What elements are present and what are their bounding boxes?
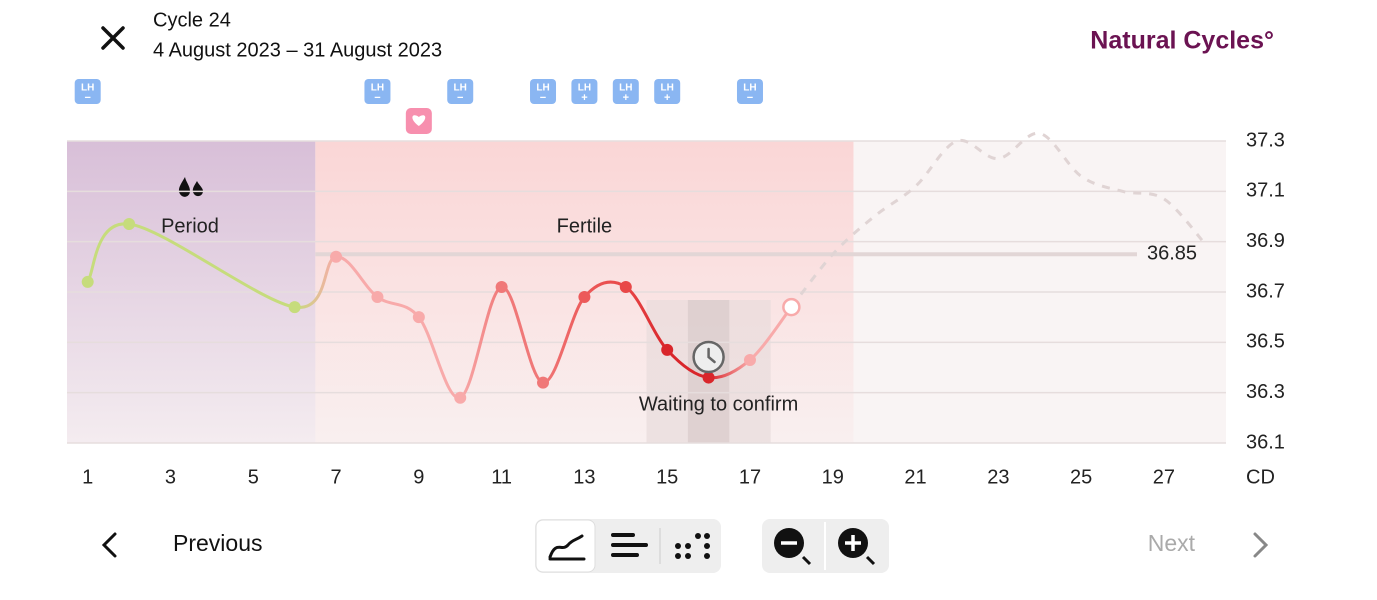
y-tick-label: 36.1 [1246, 431, 1285, 453]
temperature-point [288, 301, 301, 314]
next-button[interactable]: Next [1148, 530, 1269, 558]
temperature-point [412, 311, 425, 324]
cycle-dates: 4 August 2023 – 31 August 2023 [153, 39, 442, 61]
lh-label: LH [371, 83, 384, 94]
lh-badge [74, 79, 101, 104]
temperature-point [495, 280, 508, 293]
lh-result: + [664, 92, 670, 104]
lh-label: LH [454, 83, 467, 94]
x-tick-label: 9 [413, 466, 424, 488]
lh-label: LH [536, 83, 549, 94]
x-tick-label: 17 [739, 466, 761, 488]
phase-label: Fertile [557, 215, 613, 237]
temperature-point [454, 391, 467, 404]
x-tick-label: 11 [491, 466, 512, 488]
y-tick-label: 36.3 [1246, 381, 1285, 403]
temperature-point [661, 343, 674, 356]
lh-label: LH [578, 83, 591, 94]
y-tick-label: 37.1 [1246, 180, 1285, 202]
lh-badge [612, 79, 639, 104]
lh-result: − [84, 92, 90, 104]
heart-icon [412, 115, 426, 126]
curve-icon [548, 534, 586, 561]
lh-badge [447, 79, 474, 104]
temperature-point [702, 371, 715, 384]
lh-badge [571, 79, 598, 104]
temperature-point [782, 297, 801, 317]
lh-label: LH [743, 83, 756, 94]
zoom-in[interactable] [838, 528, 876, 566]
x-tick-label: 7 [330, 466, 341, 488]
x-tick-label: 15 [656, 466, 678, 488]
next-label: Next [1148, 530, 1196, 556]
temperature-point [537, 376, 550, 389]
temperature-point [578, 291, 591, 304]
phase-label: Period [161, 215, 219, 237]
temperature-point [81, 275, 94, 288]
previous-button[interactable]: Previous [101, 530, 262, 558]
lh-badge [736, 79, 763, 104]
lh-badge [654, 79, 681, 104]
threshold-label: 36.85 [1147, 243, 1197, 265]
bar-view[interactable] [611, 533, 648, 557]
lh-badge [364, 79, 391, 104]
y-tick-label: 36.7 [1246, 280, 1285, 302]
x-tick-label: 5 [248, 466, 259, 488]
y-tick-label: 36.9 [1246, 230, 1285, 252]
clock-hands [707, 347, 716, 364]
x-tick-label: 25 [1070, 466, 1092, 488]
lh-label: LH [81, 83, 94, 94]
x-tick-label: 1 [82, 466, 93, 488]
temperature-point [330, 250, 343, 263]
chart: Period Fertile Waiting to confirm 36.1 36.3 3… [67, 79, 1285, 488]
lh-label: LH [619, 83, 632, 94]
temperature-point [371, 291, 384, 304]
lh-result: + [581, 92, 587, 104]
x-tick-label: 19 [822, 466, 844, 488]
cycle-title: Cycle 24 [153, 9, 231, 31]
lh-label: LH [661, 83, 674, 94]
temperature-point [123, 218, 136, 231]
zoom-out[interactable] [774, 528, 812, 566]
y-tick-label: 36.5 [1246, 331, 1285, 353]
y-tick-label: 37.3 [1246, 129, 1285, 151]
x-tick-label: 23 [987, 466, 1009, 488]
lh-result: + [623, 92, 629, 104]
close-button[interactable] [101, 26, 125, 50]
lh-result: − [374, 92, 380, 104]
lh-result: − [457, 92, 463, 104]
logo: Natural Cycles° [1090, 27, 1274, 55]
previous-label: Previous [173, 530, 262, 556]
x-tick-label: 27 [1153, 466, 1175, 488]
temperature-point [619, 280, 632, 293]
waiting-label: Waiting to confirm [639, 393, 798, 415]
temperature-point [743, 353, 756, 366]
x-tick-label: 13 [573, 466, 595, 488]
x-tick-label: 21 [904, 466, 926, 488]
x-tick-label: 3 [165, 466, 176, 488]
dots-view[interactable] [675, 533, 710, 559]
lh-result: − [747, 92, 753, 104]
lh-badge [530, 79, 557, 104]
x-unit-label: CD [1246, 466, 1275, 488]
lh-result: − [540, 92, 546, 104]
